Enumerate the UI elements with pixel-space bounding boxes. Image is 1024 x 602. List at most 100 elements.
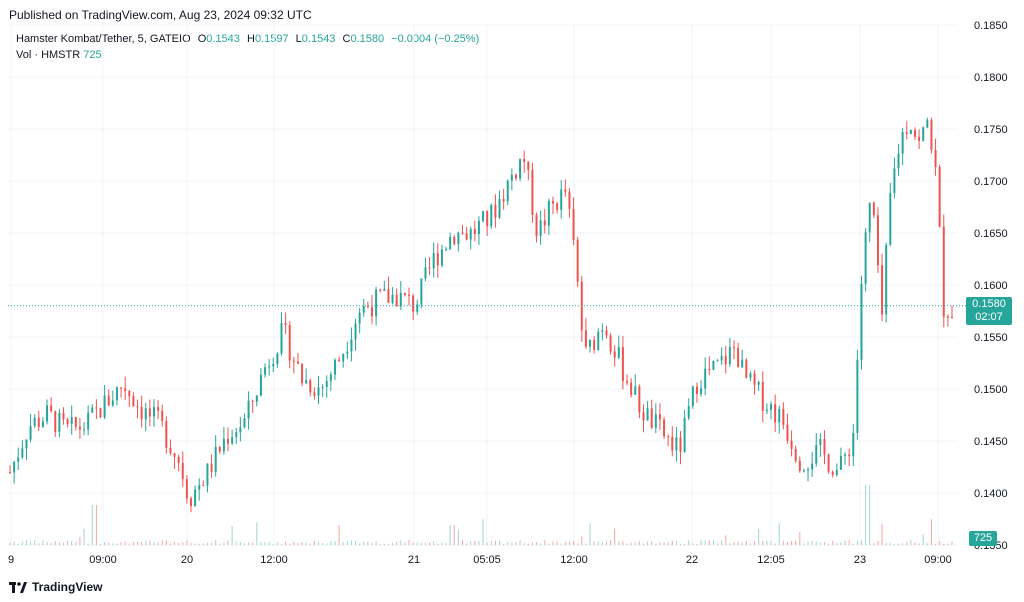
candle-body — [556, 203, 559, 210]
volume-bar — [433, 541, 435, 545]
candle-body — [535, 214, 538, 237]
volume-bar — [457, 529, 459, 545]
candle-body — [412, 295, 415, 312]
candle-body — [482, 211, 485, 222]
volume-bar — [30, 542, 32, 545]
candle-body — [761, 381, 764, 411]
volume-bar — [346, 541, 348, 545]
high-value: 0.1597 — [254, 33, 289, 45]
candle-body — [881, 265, 884, 315]
volume-bar — [511, 542, 513, 545]
candle-body — [798, 460, 801, 472]
last-price-badge: 0.1580 02:07 — [966, 297, 1012, 325]
volume-bar — [503, 543, 505, 545]
volume-bar — [301, 542, 303, 545]
candle-body — [523, 158, 526, 162]
volume-bar — [424, 542, 426, 545]
volume-bar — [116, 543, 118, 545]
y-tick-label: 0.1450 — [974, 436, 1008, 448]
candle-body — [815, 444, 818, 464]
candle-body — [288, 324, 291, 361]
volume-bar — [544, 540, 546, 545]
volume-bar — [564, 541, 566, 545]
volume-bar — [318, 542, 320, 545]
candle-body — [21, 448, 24, 458]
volume-bar — [893, 543, 895, 545]
volume-bar — [437, 543, 439, 545]
volume-bar — [482, 519, 484, 545]
candle-body — [255, 395, 258, 402]
volume-bar — [165, 540, 167, 545]
volume-label[interactable]: Vol · HMSTR — [16, 49, 81, 61]
volume-bar — [276, 542, 278, 545]
volume-bar — [877, 541, 879, 545]
candle-body — [436, 253, 439, 266]
open-label: O — [197, 33, 207, 45]
candle-body — [185, 479, 188, 499]
volume-bar — [264, 541, 266, 545]
volume-bar — [766, 540, 768, 545]
candle-body — [395, 294, 398, 307]
volume-bar — [248, 542, 250, 545]
volume-bar — [523, 543, 525, 545]
candle-body — [897, 153, 900, 169]
volume-bar — [285, 541, 287, 545]
candle-body — [498, 198, 501, 218]
x-tick-label: 22 — [686, 554, 698, 566]
volume-bar — [198, 543, 200, 545]
volume-bar — [13, 541, 15, 545]
volume-bar — [593, 541, 595, 545]
volume-bar — [815, 541, 817, 545]
time-axis: 9 09:00 20 12:00 21 05:05 12:00 22 12:05 23 09:00 — [8, 554, 952, 566]
candle-body — [617, 347, 620, 358]
candle-body — [50, 405, 53, 412]
candle-body — [938, 167, 941, 227]
candle-body — [432, 253, 435, 269]
candle-body — [465, 232, 468, 240]
candle-body — [366, 306, 369, 308]
candle-body — [140, 406, 143, 420]
volume-bar — [350, 540, 352, 545]
last-volume-badge: 725 — [969, 531, 997, 546]
volume-bar — [499, 541, 501, 545]
candle-body — [325, 381, 328, 387]
volume-bar — [655, 543, 657, 545]
candle-body — [786, 424, 789, 441]
candle-body — [926, 119, 929, 128]
volume-bar — [684, 543, 686, 545]
volume-bar — [527, 543, 529, 545]
volume-bar — [737, 541, 739, 545]
volume-bar — [231, 526, 233, 545]
y-tick-label: 0.1600 — [974, 280, 1008, 292]
candle-body — [218, 446, 221, 452]
volume-bar — [630, 542, 632, 545]
volume-bar — [243, 543, 245, 545]
candle-body — [165, 420, 168, 448]
volume-bar — [9, 543, 11, 545]
candle-body — [839, 455, 842, 470]
volume-bar — [786, 542, 788, 545]
volume-bar — [622, 541, 624, 545]
volume-bar — [844, 540, 846, 545]
volume-bar — [128, 543, 130, 545]
volume-bar — [359, 543, 361, 545]
candle-body — [716, 360, 719, 362]
candle-body — [399, 292, 402, 307]
volume-bar — [922, 534, 924, 545]
y-tick-label: 0.1650 — [974, 228, 1008, 240]
tradingview-logo[interactable]: TradingView — [9, 580, 102, 594]
candle-body — [848, 454, 851, 457]
candle-body — [749, 373, 752, 378]
volume-bar — [54, 541, 56, 545]
volume-bar — [363, 541, 365, 545]
volume-bar — [50, 543, 52, 545]
candle-body — [732, 347, 735, 349]
volume-bar — [618, 541, 620, 545]
volume-bar — [190, 542, 192, 545]
volume-bar — [202, 543, 204, 545]
candle-body — [922, 127, 925, 141]
candle-body — [502, 198, 505, 202]
volume-bar — [34, 540, 36, 545]
volume-bar — [280, 543, 282, 545]
